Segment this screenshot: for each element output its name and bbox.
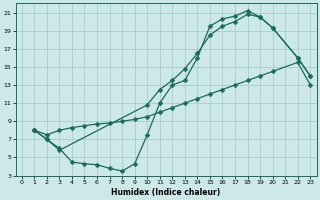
- X-axis label: Humidex (Indice chaleur): Humidex (Indice chaleur): [111, 188, 221, 197]
